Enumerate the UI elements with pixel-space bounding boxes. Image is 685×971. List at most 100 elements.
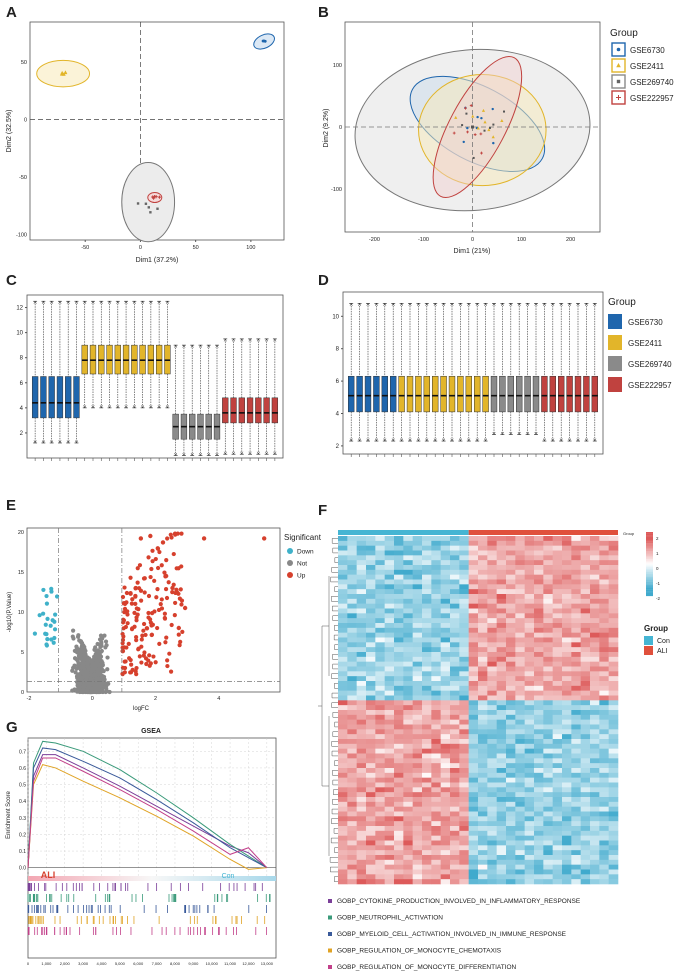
- heatmap-cell: [524, 647, 535, 653]
- panel-label-b: B: [318, 4, 329, 21]
- heatmap-cell: [515, 594, 525, 600]
- heatmap-cell: [431, 613, 441, 619]
- heatmap-cell: [580, 536, 591, 542]
- heatmap-cell: [431, 608, 441, 614]
- heatmap-cell: [450, 613, 460, 619]
- pca-b-point: [487, 128, 491, 132]
- heatmap-cell: [366, 768, 376, 774]
- heatmap-cell: [552, 874, 563, 880]
- heatmap-cell: [599, 560, 609, 566]
- heatmap-cell: [356, 811, 367, 817]
- heatmap-cell: [608, 555, 619, 561]
- heatmap-cell: [440, 768, 451, 774]
- heatmap-cell: [524, 545, 535, 551]
- heatmap-cell: [431, 729, 441, 735]
- heatmap-cell: [459, 763, 469, 769]
- heatmap-cell: [580, 695, 591, 701]
- heatmap-cell: [552, 787, 563, 793]
- heatmap-cell: [338, 801, 348, 807]
- heatmap-cell: [506, 734, 516, 740]
- box-d-ytick: 8: [336, 347, 340, 353]
- heatmap-cell: [524, 613, 535, 619]
- heatmap-cell: [608, 627, 619, 633]
- heatmap-cell: [440, 772, 451, 778]
- heatmap-cell: [356, 734, 367, 740]
- heatmap-cell: [506, 642, 516, 648]
- heatmap-cell: [590, 540, 600, 546]
- legend-b-marker: [616, 79, 621, 84]
- heatmap-cell: [552, 719, 563, 725]
- heatmap-cell: [450, 859, 460, 865]
- heatmap-cell: [487, 623, 497, 629]
- heatmap-cell: [478, 681, 488, 687]
- heatmap-cell: [347, 536, 357, 542]
- box-c-outlier: [258, 451, 260, 455]
- box-c-outlier: [175, 452, 178, 456]
- heatmap-cell: [394, 850, 404, 856]
- box-d-outlier: [418, 438, 420, 442]
- heatmap-cell: [347, 869, 357, 875]
- heatmap-cell: [468, 632, 479, 638]
- heatmap-cell: [524, 772, 535, 778]
- heatmap-cell: [366, 787, 376, 793]
- pca-b-point: [476, 126, 480, 130]
- heatmap-cell: [384, 782, 395, 788]
- box-d-box: [423, 375, 430, 413]
- volcano-point-not: [72, 663, 77, 668]
- volcano-point-up: [159, 563, 164, 568]
- heatmap-cell: [599, 685, 609, 691]
- heatmap-cell: [608, 855, 619, 861]
- panel-label-f: F: [318, 502, 328, 519]
- box-c-outlier: [134, 405, 136, 408]
- volcano-point-not: [90, 666, 95, 671]
- heatmap-cell: [478, 710, 488, 716]
- pca-a-ytick: 0: [24, 118, 27, 124]
- box-c-box: [48, 376, 55, 419]
- heatmap-cell: [468, 661, 479, 667]
- heatmap-cell: [580, 787, 591, 793]
- heatmap-cell: [347, 695, 357, 701]
- heatmap-cell: [422, 869, 432, 875]
- heatmap-cell: [478, 768, 488, 774]
- box-d-outlier: [502, 431, 504, 435]
- heatmap-cell: [590, 816, 600, 822]
- heatmap-cell: [608, 579, 619, 585]
- heatmap-cell: [394, 729, 404, 735]
- heatmap-cell: [338, 792, 348, 798]
- heatmap-cell: [366, 758, 376, 764]
- box-c-outlier: [225, 451, 227, 455]
- heatmap-cell: [608, 705, 619, 711]
- heatmap-cell: [524, 719, 535, 725]
- box-c-box: [255, 397, 262, 424]
- heatmap-cell: [571, 763, 581, 769]
- heatmap-cell: [468, 647, 479, 653]
- heatmap-cell: [422, 772, 432, 778]
- heatmap-cell: [496, 729, 507, 735]
- heatmap-cell: [403, 864, 413, 870]
- heatmap-cell: [478, 859, 488, 865]
- heatmap-cell: [543, 685, 553, 691]
- heatmap-cell: [347, 772, 357, 778]
- heatmap-cell: [608, 603, 619, 609]
- heatmap-cell: [543, 690, 553, 696]
- heatmap-cell: [487, 743, 497, 749]
- heatmap-cell: [384, 536, 395, 542]
- pca-a-ellipse: [121, 162, 176, 243]
- heatmap-cell: [450, 685, 460, 691]
- heatmap-cell: [347, 613, 357, 619]
- heatmap-cell: [543, 603, 553, 609]
- heatmap-cell: [599, 584, 609, 590]
- heatmap-cell: [450, 729, 460, 735]
- heatmap-cell: [506, 787, 516, 793]
- volcano-point-up: [130, 626, 135, 631]
- heatmap-cell: [524, 550, 535, 556]
- heatmap-cell: [394, 792, 404, 798]
- heatmap-cell: [562, 855, 572, 861]
- heatmap-cell: [543, 864, 553, 870]
- heatmap-cell: [356, 613, 367, 619]
- heatmap-cell: [431, 594, 441, 600]
- heatmap-cell: [459, 594, 469, 600]
- heatmap-cell: [356, 729, 367, 735]
- heatmap-cell: [403, 555, 413, 561]
- heatmap-cell: [431, 797, 441, 803]
